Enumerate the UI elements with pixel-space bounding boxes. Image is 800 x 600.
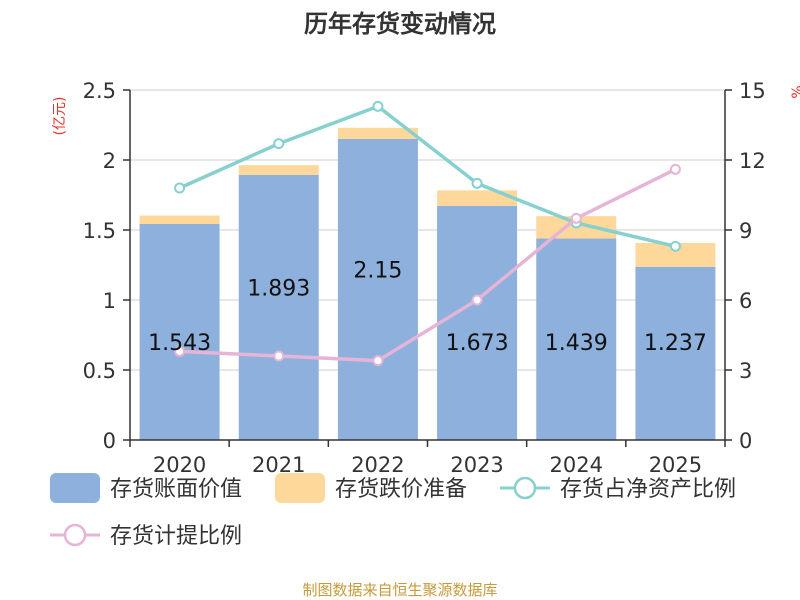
bar-value-labels: 1.543 1.893 2.15 1.673 1.439 1.237 [148, 259, 707, 357]
x-tick-label: 2023 [450, 453, 503, 477]
bar-value-label: 1.893 [247, 276, 310, 301]
point-inventory-to-net-assets [669, 240, 681, 252]
left-tick-label: 0.5 [83, 359, 116, 383]
point-impairment-ratio [669, 163, 681, 175]
point-impairment-ratio [174, 345, 186, 357]
bar-inventory-book-value [139, 223, 220, 440]
legend-swatch [275, 473, 325, 503]
right-tick-label: 12 [739, 149, 766, 173]
x-tick-label: 2025 [649, 453, 702, 477]
legend-label: 存货占净资产比例 [560, 477, 736, 502]
chart-title: 历年存货变动情况 [304, 10, 496, 38]
bar-inventory-book-value [635, 266, 716, 440]
bar-series [139, 127, 716, 441]
bar-inventory-book-value [536, 238, 617, 440]
gridlines [130, 89, 725, 371]
point-inventory-to-net-assets [372, 100, 384, 112]
legend-marker [513, 476, 537, 500]
right-tick-label: 9 [739, 219, 752, 243]
left-tick-label: 0 [103, 429, 116, 453]
bar-inventory-impairment [337, 127, 418, 139]
point-impairment-ratio [471, 294, 483, 306]
bar-inventory-book-value [437, 205, 518, 440]
point-inventory-to-net-assets [273, 138, 285, 150]
bar-inventory-impairment [635, 243, 716, 267]
line-impairment-ratio [179, 167, 677, 363]
legend-marker [63, 523, 87, 547]
bar-inventory-impairment [139, 215, 220, 224]
right-tick-label: 0 [739, 429, 752, 453]
line-inventory-to-net-assets [178, 104, 676, 249]
source-note: 制图数据来自恒生聚源数据库 [302, 581, 497, 599]
left-axis-unit: (亿元) [52, 97, 68, 136]
right-tick-label: 3 [739, 359, 752, 383]
left-tick-label: 2 [103, 149, 116, 173]
x-tick-label: 2024 [550, 453, 603, 477]
bar-inventory-book-value [337, 139, 418, 440]
bar-inventory-book-value [238, 174, 319, 441]
point-impairment-ratio [372, 355, 384, 367]
bar-inventory-impairment [238, 165, 319, 175]
bar-value-label: 1.439 [545, 331, 608, 356]
bar-value-label: 1.673 [446, 331, 509, 356]
left-tick-label: 2.5 [83, 79, 116, 103]
point-impairment-ratio [273, 350, 285, 362]
x-tick-label: 2022 [351, 453, 404, 477]
bar-value-label: 1.237 [644, 331, 707, 356]
point-inventory-to-net-assets [174, 182, 186, 194]
right-tick-label: 15 [739, 79, 766, 103]
left-tick-label: 1 [103, 289, 116, 313]
left-tick-label: 1.5 [83, 219, 116, 243]
right-tick-label: 6 [739, 289, 752, 313]
legend-label: 存货跌价准备 [335, 477, 467, 502]
legend-label: 存货计提比例 [110, 524, 242, 549]
point-impairment-ratio [570, 212, 582, 224]
bar-inventory-impairment [437, 190, 518, 206]
bar-value-label: 2.15 [353, 259, 402, 284]
legend-swatch [50, 473, 100, 503]
x-tick-label: 2020 [153, 453, 206, 477]
point-inventory-to-net-assets [471, 177, 483, 189]
bar-value-label: 1.543 [148, 331, 211, 356]
line-series [174, 100, 681, 367]
right-axis-unit: % [790, 85, 800, 98]
legend-label: 存货账面价值 [110, 477, 242, 502]
